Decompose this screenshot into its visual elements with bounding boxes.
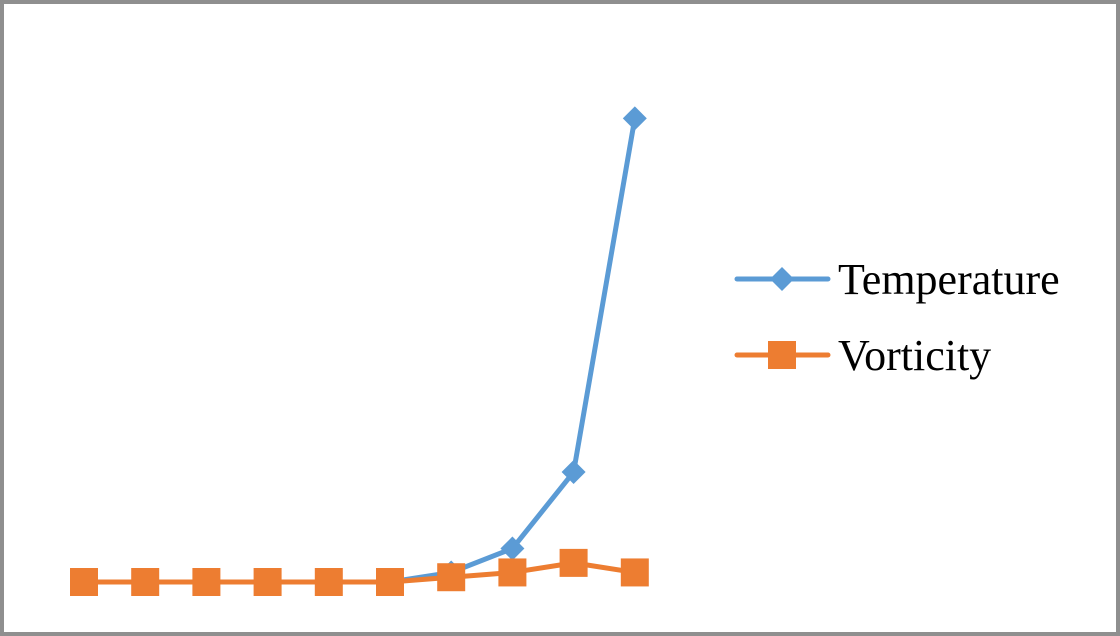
- series-line-temperature: [81, 115, 638, 585]
- vorticity-point-3: [192, 568, 221, 596]
- temperature-point-10: [622, 106, 647, 131]
- vorticity-point-10: [620, 558, 649, 587]
- vorticity-point-8: [498, 558, 527, 587]
- vorticity-point-6: [376, 568, 404, 596]
- legend-marker-vorticity: [768, 341, 796, 369]
- temperature-point-9: [561, 460, 586, 485]
- vorticity-point-7: [437, 563, 466, 592]
- temperature-point-8: [500, 536, 525, 561]
- legend-label-vorticity: Vorticity: [838, 331, 991, 380]
- series-vorticity: [70, 548, 649, 596]
- legend-item-temperature: Temperature: [734, 255, 1060, 304]
- legend-label-temperature: Temperature: [838, 255, 1060, 304]
- legend: Temperature Vorticity: [734, 255, 1060, 380]
- series-line-vorticity: [81, 560, 638, 585]
- vorticity-point-2: [131, 568, 160, 596]
- vorticity-point-9: [559, 548, 588, 577]
- legend-marker-temperature: [770, 267, 794, 291]
- series-temperature: [72, 106, 647, 594]
- vorticity-point-5: [314, 568, 343, 596]
- vorticity-point-1: [70, 568, 98, 596]
- plot-area: [70, 106, 649, 596]
- legend-item-vorticity: Vorticity: [734, 331, 991, 380]
- vorticity-point-4: [253, 568, 282, 596]
